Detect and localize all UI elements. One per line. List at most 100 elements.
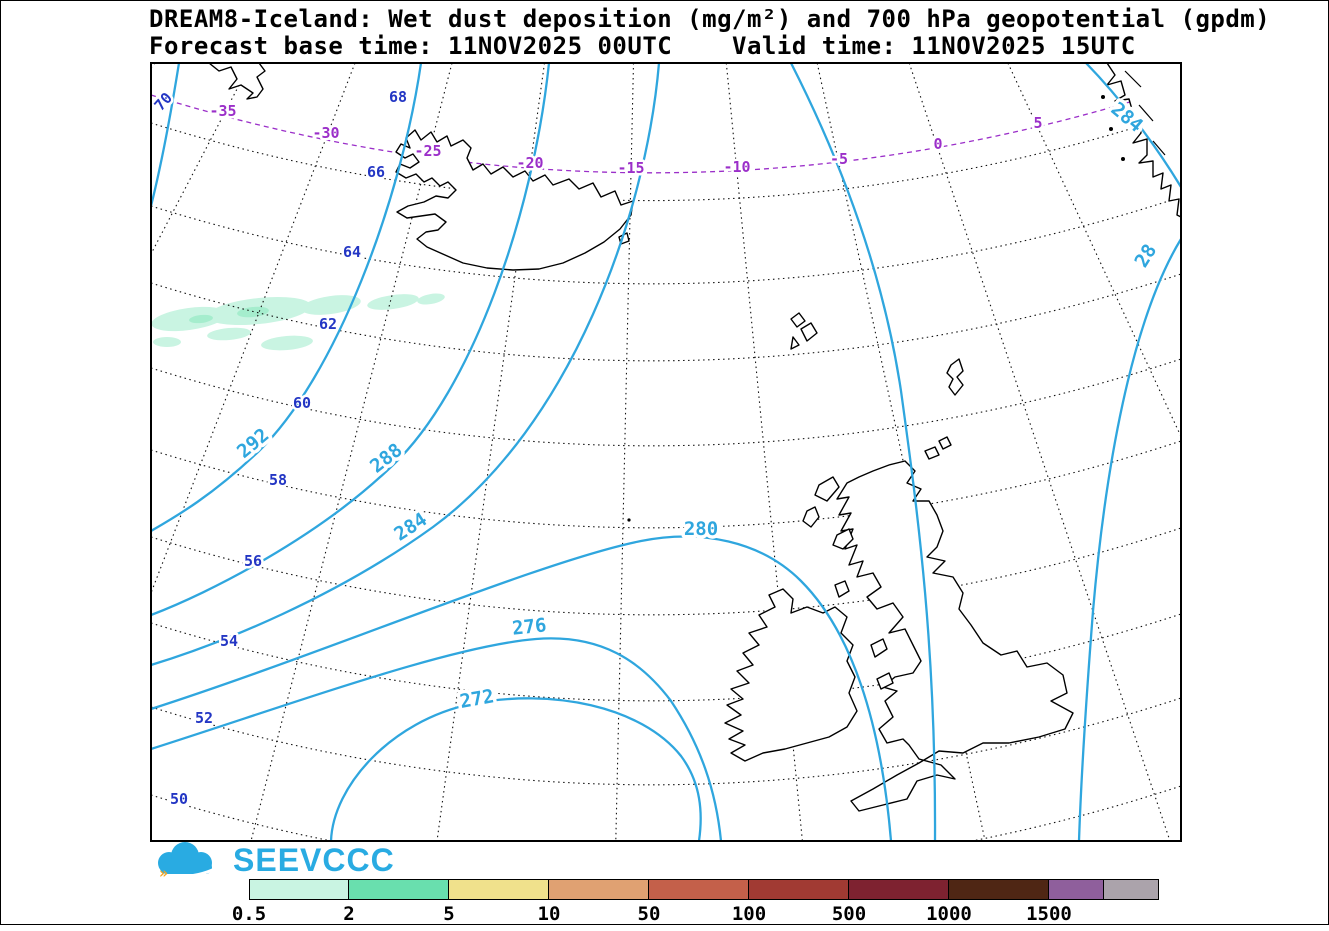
latitude-label: 54 <box>220 632 238 650</box>
colorbar-segment <box>449 879 549 900</box>
longitude-label-arc <box>151 85 1181 174</box>
chart-subtitle: Forecast base time: 11NOV2025 00UTC Vali… <box>149 32 1136 60</box>
contour-288-east <box>1077 237 1181 841</box>
colorbar-segment <box>749 879 849 900</box>
contour-272 <box>329 697 702 841</box>
coastlines <box>814 476 840 502</box>
graticule-latitude-lines <box>151 273 1181 362</box>
contour-288 <box>151 63 551 617</box>
colorbar-segment <box>649 879 749 900</box>
graticule-longitude-lines <box>1007 63 1181 437</box>
cloud-logo-icon <box>160 861 212 874</box>
dust-deposition-layer <box>151 293 445 351</box>
seevccc-logo: » SEEVCCC <box>147 839 395 881</box>
contour-284-corner <box>1084 63 1181 189</box>
latitude-label: 66 <box>367 163 385 181</box>
longitude-label: -35 <box>209 102 236 120</box>
geopotential-contour-label: 292 <box>233 424 273 463</box>
geopotential-contour-label: 276 <box>511 614 547 639</box>
dust-deposition-layer <box>153 337 181 347</box>
colorbar-tick-label: 10 <box>537 903 561 925</box>
coastlines <box>724 588 858 762</box>
colorbar-tick-labels: 0.5 2 5 10 50 100 500 1000 1500 <box>232 903 1161 929</box>
coastlines <box>938 436 952 450</box>
contour-276 <box>151 637 723 841</box>
logo-text: SEEVCCC <box>233 841 395 878</box>
latitude-label: 60 <box>293 394 311 412</box>
colorbar-segment <box>349 879 449 900</box>
latitude-label: 50 <box>170 790 188 808</box>
colorbar-tick-label: 2 <box>343 903 355 925</box>
cloud-logo-icon <box>152 866 218 879</box>
graticule-latitude-lines <box>151 112 1181 202</box>
graticule-latitude-lines <box>151 112 1181 841</box>
chart-header: DREAM8-Iceland: Wet dust deposition (mg/… <box>149 6 1270 60</box>
longitude-label: 0 <box>933 135 942 153</box>
dust-deposition-layer <box>367 294 419 310</box>
coastlines <box>870 638 888 658</box>
coastlines <box>1124 70 1142 88</box>
graticule-longitude-lines <box>615 63 635 841</box>
contour-292 <box>151 63 423 533</box>
latitude-label: 56 <box>244 552 262 570</box>
graticule-longitude-lines <box>908 63 1171 841</box>
colorbar-segment <box>1104 879 1159 900</box>
colorbar-tick-label: 1000 <box>926 903 972 925</box>
latitude-label: 58 <box>269 471 287 489</box>
geopotential-contour-label: 28 <box>1131 240 1162 271</box>
coastlines <box>834 580 850 598</box>
map-frame <box>150 62 1182 842</box>
latitude-label: 70 <box>151 89 176 114</box>
latitude-label: 68 <box>389 88 407 106</box>
coastlines <box>1109 127 1113 131</box>
colorbar-segment <box>549 879 649 900</box>
coastlines <box>790 312 806 328</box>
cloud-logo-icon: » <box>159 864 168 881</box>
coastlines <box>924 446 940 460</box>
contour-284-east <box>789 63 937 841</box>
contour-280 <box>151 535 893 841</box>
map: -35 -30 -25 -20 -15 -10 -5 0 5 70 68 66 64 62 60 58 56 5… <box>151 63 1181 841</box>
dust-deposition-layer <box>261 335 313 351</box>
coastlines <box>790 336 800 350</box>
coastlines <box>208 63 1181 812</box>
graticule-latitude-lines <box>151 697 1181 786</box>
dust-deposition-layer <box>301 295 361 315</box>
coastlines <box>802 506 820 528</box>
dust-deposition-layer <box>151 306 227 332</box>
colorbar-segment <box>949 879 1049 900</box>
deposition-colorbar: 0.5 2 5 10 50 100 500 1000 1500 <box>232 879 1161 931</box>
graticule-latitude-lines <box>151 196 1181 285</box>
geopotential-contour-label: 272 <box>458 685 496 713</box>
graticule-latitude-lines <box>151 358 1181 447</box>
longitude-label: 5 <box>1033 114 1042 132</box>
coastlines <box>1101 95 1105 99</box>
dust-deposition-layer <box>189 314 213 324</box>
coastlines <box>1121 157 1125 161</box>
longitude-label: -30 <box>312 124 339 142</box>
colorbar-tick-label: 500 <box>831 903 867 925</box>
longitude-label: -5 <box>830 150 848 168</box>
cloud-logo-icon: » <box>152 842 218 881</box>
dust-deposition-layer <box>417 293 445 305</box>
coastlines <box>1138 104 1154 122</box>
coastlines <box>1152 140 1166 156</box>
latitude-labels: 70 68 66 64 62 60 58 56 54 52 50 <box>151 86 410 811</box>
dust-deposition-layer <box>207 327 251 341</box>
colorbar-segments <box>249 879 1161 900</box>
longitude-label: -20 <box>516 154 543 172</box>
colorbar-segment <box>249 879 349 900</box>
chart-title: DREAM8-Iceland: Wet dust deposition (mg/… <box>149 5 1271 33</box>
latitude-label: 64 <box>343 243 361 261</box>
graticule-latitude-lines <box>151 785 1181 841</box>
coastlines <box>208 63 266 100</box>
colorbar-tick-label: 5 <box>443 903 455 925</box>
contour-296 <box>151 63 181 208</box>
colorbar-tick-label: 50 <box>637 903 661 925</box>
colorbar-tick-label: 0.5 <box>231 903 267 925</box>
longitude-label: -10 <box>723 158 750 176</box>
coastlines <box>836 460 1074 812</box>
longitude-label: -15 <box>617 159 644 177</box>
